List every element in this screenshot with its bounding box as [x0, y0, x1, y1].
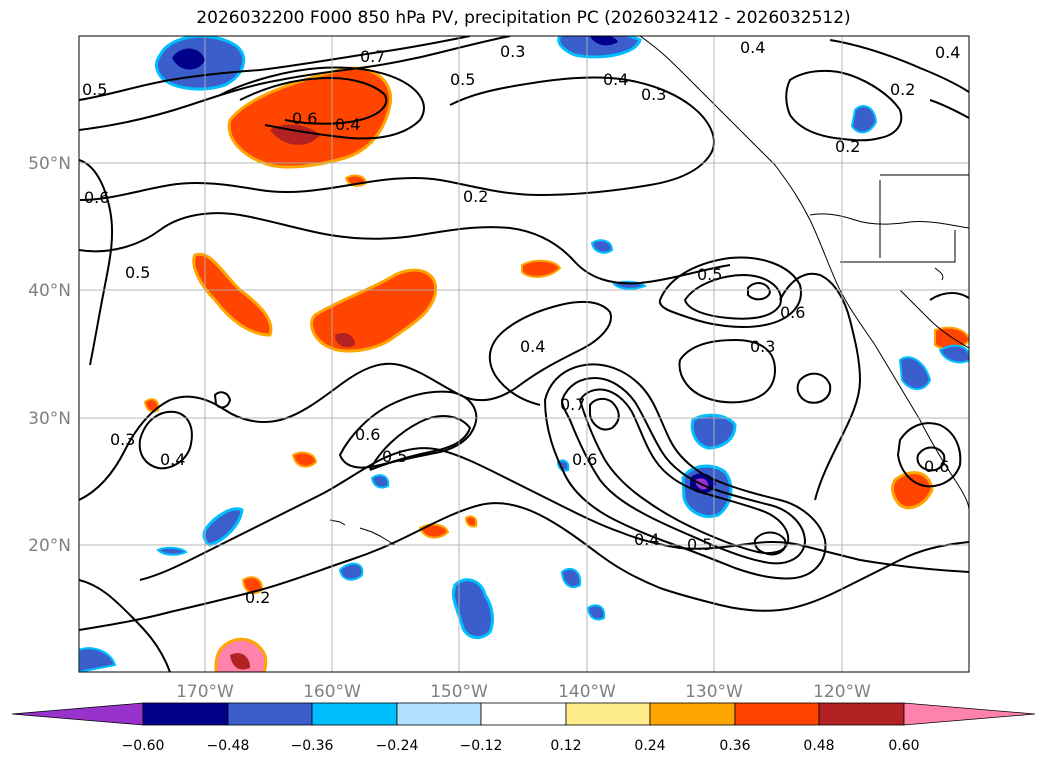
- colorbar-bin: [480, 702, 567, 726]
- map-frame: [78, 35, 970, 673]
- colorbar-tick-label: −0.48: [207, 738, 250, 754]
- contour-label: 0.2: [245, 588, 270, 607]
- contour-label: 0.6: [780, 303, 805, 322]
- contour-label: 0.5: [382, 447, 407, 466]
- colorbar-tick-label: −0.60: [122, 738, 165, 754]
- contour-label: 0.6: [924, 457, 949, 476]
- gridlines: [79, 36, 969, 672]
- colorbar: [11, 702, 1036, 726]
- lon-label-150w: 150°W: [430, 682, 488, 702]
- contour-label: 0.4: [634, 530, 659, 549]
- lat-label-40n: 40°N: [28, 281, 71, 301]
- contour-label: 0.3: [110, 430, 135, 449]
- contour-label: 0.7: [560, 395, 585, 414]
- colorbar-tick-label: −0.12: [460, 738, 503, 754]
- colorbar-bin: [818, 702, 905, 726]
- lon-label-130w: 130°W: [685, 682, 743, 702]
- colorbar-bin: [649, 702, 736, 726]
- colorbar-tick-label: −0.24: [376, 738, 419, 754]
- contour-label: 0.6: [292, 109, 317, 128]
- contour-label: 0.5: [450, 70, 475, 89]
- colorbar-tick-label: 0.60: [888, 738, 919, 754]
- contour-label: 0.2: [835, 137, 860, 156]
- colorbar-bin: [734, 702, 820, 726]
- contour-label: 0.4: [520, 337, 545, 356]
- lon-label-140w: 140°W: [558, 682, 616, 702]
- contour-label: 0.2: [463, 187, 488, 206]
- colorbar-ticks: −0.60 −0.48 −0.36 −0.24 −0.12 0.12 0.24 …: [122, 738, 920, 754]
- contour-label: 0.3: [750, 337, 775, 356]
- contour-label: 0.4: [160, 450, 185, 469]
- lat-label-20n: 20°N: [28, 536, 71, 556]
- contour-label: 0.3: [500, 42, 525, 61]
- colorbar-bin: [396, 702, 482, 726]
- contour-label: 0.2: [890, 80, 915, 99]
- colorbar-extend-high: [903, 702, 1036, 726]
- contour-label: 0.4: [935, 43, 960, 62]
- colorbar-tick-label: −0.36: [291, 738, 334, 754]
- map-title: 2026032200 F000 850 hPa PV, precipitatio…: [196, 8, 851, 28]
- colorbar-tick-label: 0.12: [550, 738, 581, 754]
- lon-label-160w: 160°W: [303, 682, 361, 702]
- contour-label: 0.6: [355, 425, 380, 444]
- precip-negative-areas: [79, 36, 969, 672]
- colorbar-bin: [227, 702, 313, 726]
- longitude-labels: 170°W 160°W 150°W 140°W 130°W 120°W: [176, 682, 871, 702]
- latitude-labels: 50°N 40°N 30°N 20°N: [28, 154, 71, 556]
- colorbar-tick-label: 0.36: [719, 738, 750, 754]
- contour-label: 0.3: [641, 85, 666, 104]
- lon-label-170w: 170°W: [176, 682, 234, 702]
- contour-label: 0.5: [82, 80, 107, 99]
- contour-label: 0.5: [125, 263, 150, 282]
- precip-positive-areas: [143, 66, 969, 672]
- colorbar-bin: [311, 702, 398, 726]
- colorbar-bin: [142, 702, 229, 726]
- contour-label: 0.7: [360, 47, 385, 66]
- contour-label: 0.5: [697, 265, 722, 284]
- contour-labels: 0.3 0.4 0.4 0.3 0.2 0.2 0.5 0.6 0.4 0.7 …: [82, 38, 960, 607]
- contour-label: 0.4: [335, 115, 360, 134]
- lat-label-50n: 50°N: [28, 154, 71, 174]
- lat-label-30n: 30°N: [28, 409, 71, 429]
- map-panel: [79, 36, 969, 672]
- contour-label: 0.4: [740, 38, 765, 57]
- colorbar-tick-label: 0.24: [634, 738, 665, 754]
- contour-label: 0.4: [603, 70, 628, 89]
- lon-label-120w: 120°W: [813, 682, 871, 702]
- colorbar-tick-label: 0.48: [803, 738, 834, 754]
- contour-label: 0.6: [84, 188, 109, 207]
- colorbar-extend-low: [11, 702, 144, 726]
- colorbar-bin: [565, 702, 651, 726]
- contour-label: 0.6: [572, 450, 597, 469]
- contour-label: 0.5: [687, 535, 712, 554]
